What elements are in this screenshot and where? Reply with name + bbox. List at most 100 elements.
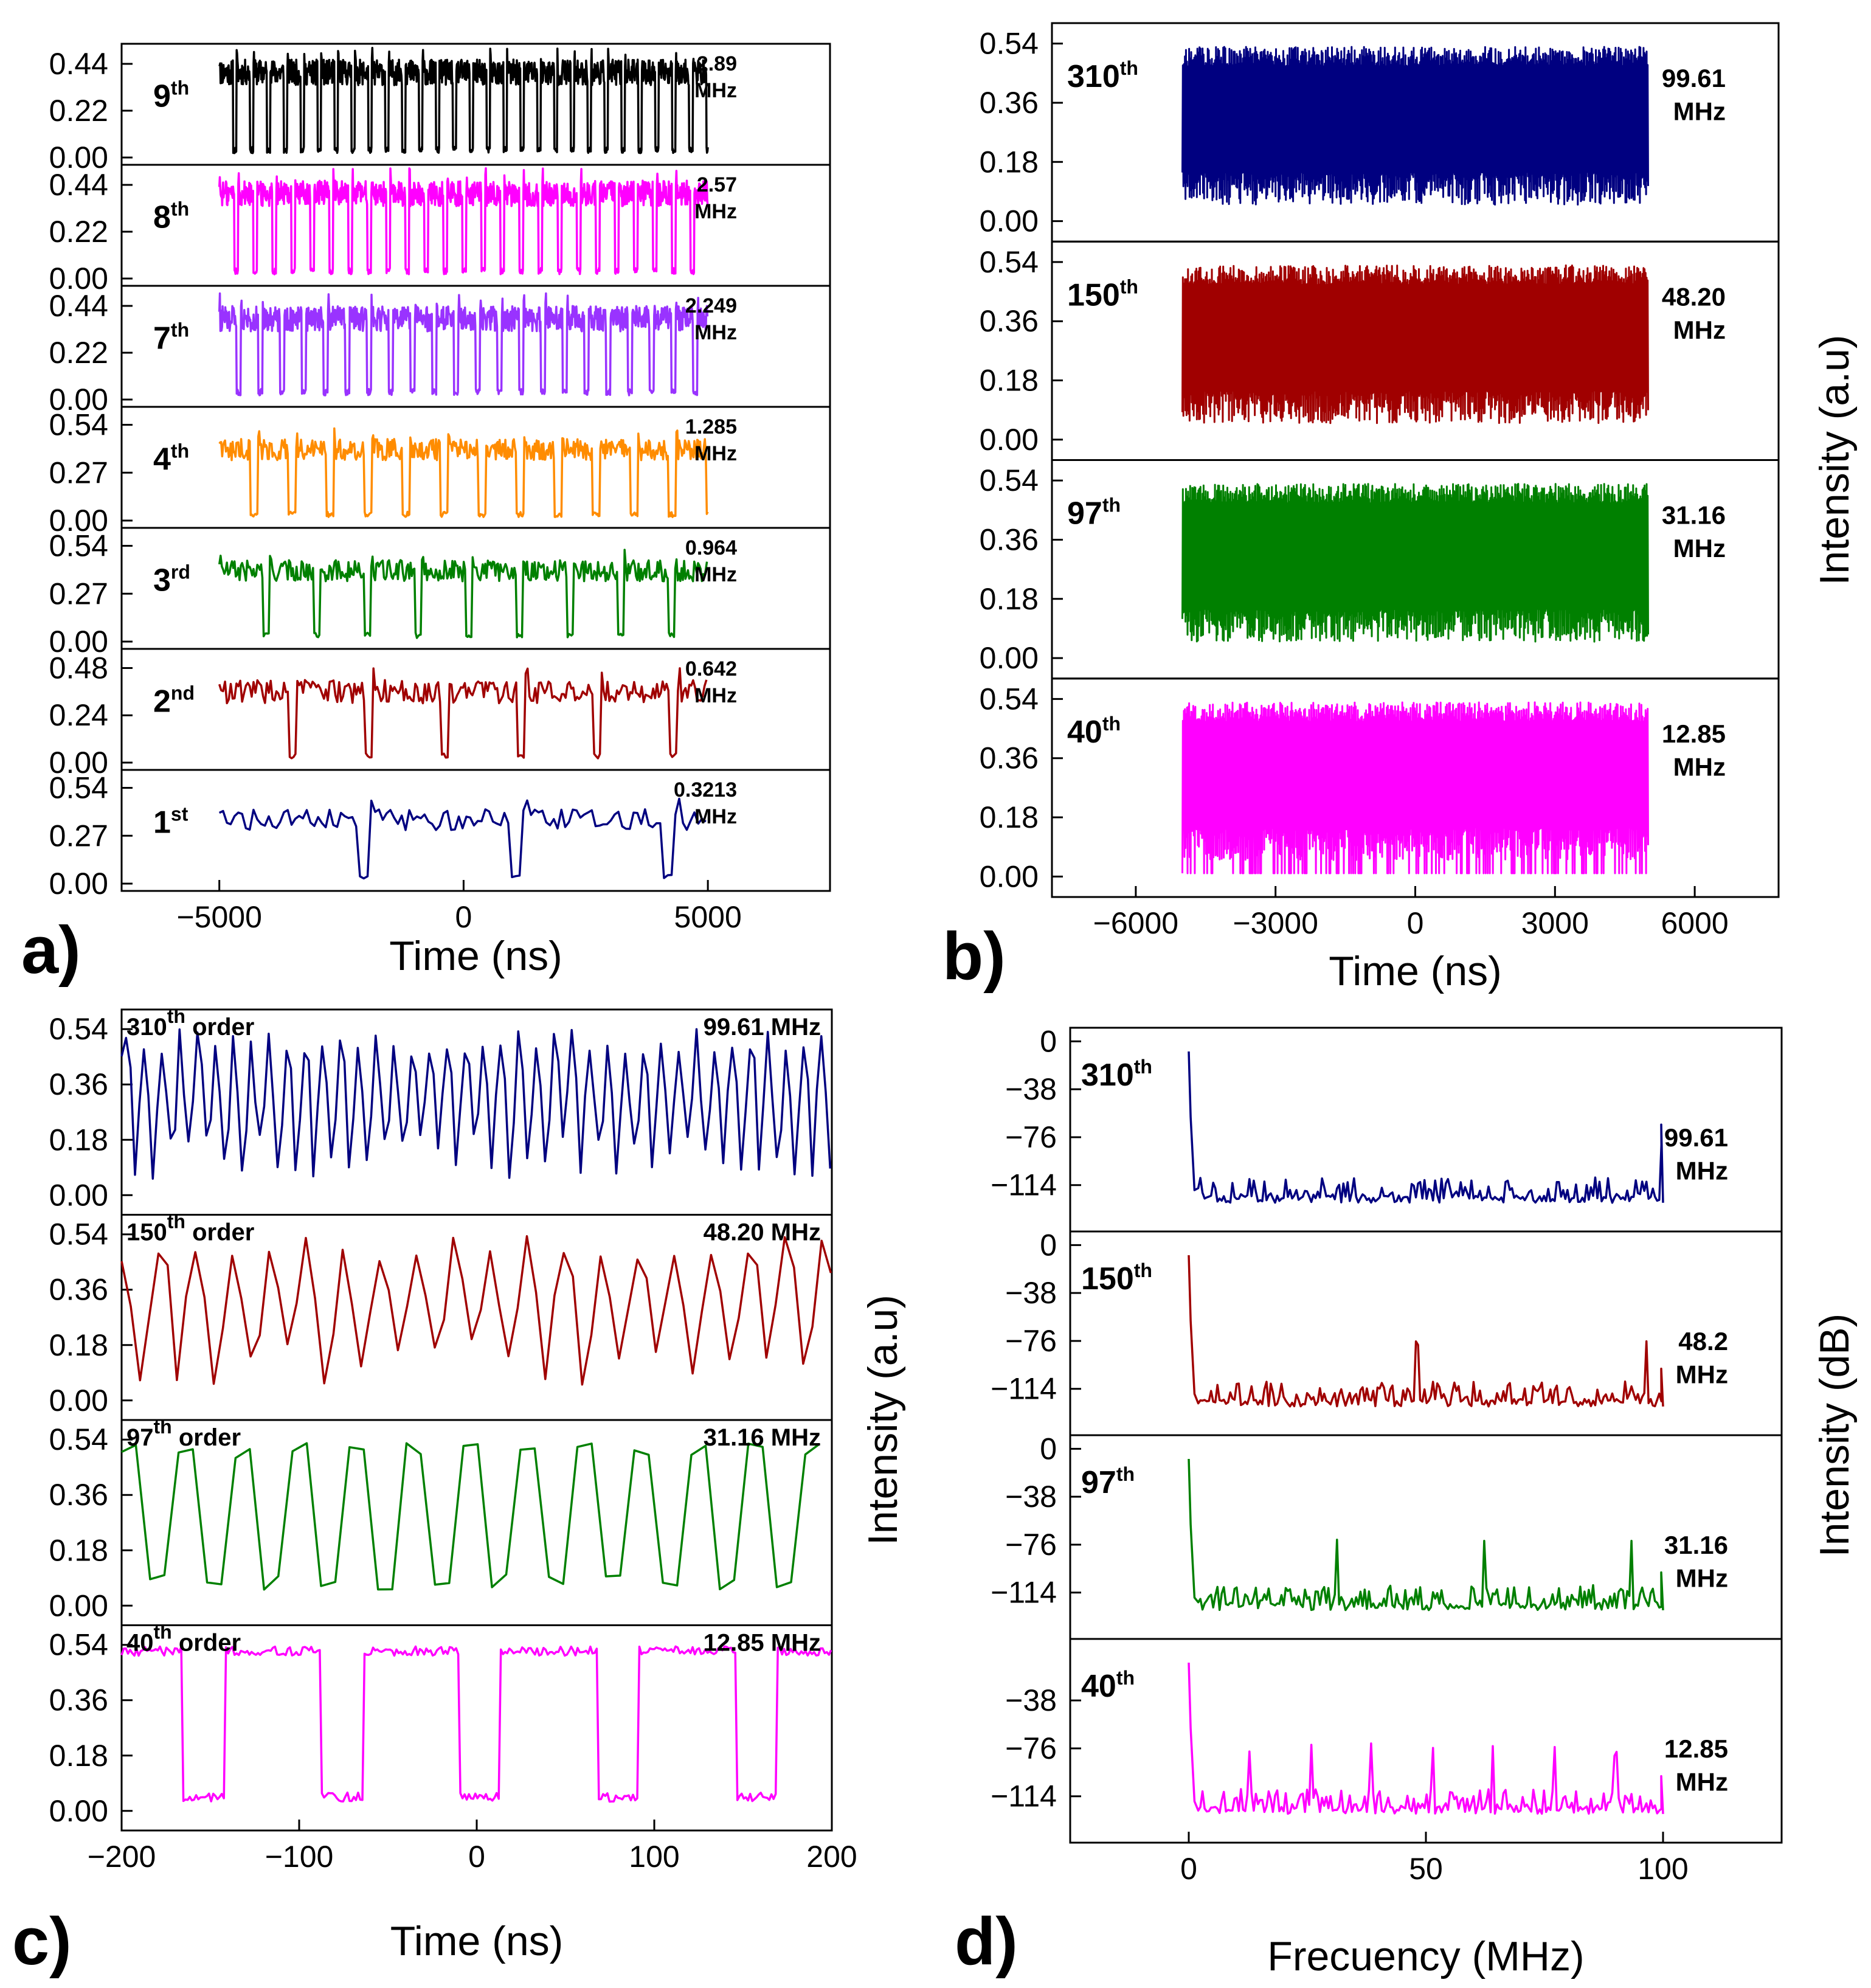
order-label: 310th (1081, 1056, 1152, 1093)
subplot-b-0: 0.54 0.36 0.18 0.00 310th 99.61 MHz (980, 22, 1780, 243)
frequency-unit: MHz (694, 79, 737, 102)
x-tick-label: 0 (1407, 906, 1424, 940)
order-suffix: nd (171, 682, 195, 704)
order-suffix: th (1102, 494, 1121, 516)
frequency-unit: MHz (1676, 1564, 1728, 1593)
y-tick-label: −38 (1005, 1683, 1057, 1717)
x-tick-label: −100 (265, 1840, 334, 1874)
order-label: 2nd (153, 682, 195, 719)
subplot-frame (120, 769, 831, 892)
y-tick-label: 0.00 (49, 261, 108, 296)
order-suffix: th (1116, 1667, 1135, 1689)
x-tick-label: 100 (629, 1840, 679, 1874)
series-line-a-0 (218, 47, 709, 154)
frequency-unit: MHz (1676, 1768, 1728, 1796)
x-tick-label: −6000 (1093, 906, 1178, 940)
frequency-unit: MHz (694, 684, 737, 707)
y-tick-label: 0.00 (49, 625, 108, 659)
subplot-a-2: 0.44 0.22 0.00 7th 2.249 MHz (49, 285, 831, 417)
y-tick-label: 0.22 (49, 336, 108, 370)
order-label: 40th (1067, 713, 1121, 750)
order-suffix: th (1116, 1463, 1135, 1485)
x-tick-label: 5000 (674, 900, 742, 934)
order-suffix: th (167, 1211, 185, 1233)
y-tick-label: 0.00 (980, 204, 1039, 238)
order-number: 150 (1067, 277, 1120, 313)
y-tick-label: 0.36 (980, 522, 1039, 556)
series-line-a-1 (218, 167, 709, 275)
order-number: 310 (1081, 1058, 1134, 1093)
y-tick-label: 0.54 (49, 1628, 108, 1662)
y-tick-label: 0 (1040, 1432, 1057, 1466)
x-axis-label: Time (ns) (1329, 948, 1502, 994)
frequency-value: 31.16 (1664, 1531, 1728, 1559)
order-number: 40 (1081, 1669, 1116, 1704)
y-tick-label: 0.00 (49, 504, 108, 538)
order-suffix: th (1120, 57, 1138, 79)
y-tick-label: 0.00 (49, 1588, 108, 1623)
order-suffix: th (1134, 1259, 1152, 1281)
order-label: 7th (153, 319, 189, 356)
series-line-c-0 (120, 1028, 832, 1180)
series-line-d-2 (1188, 1458, 1664, 1612)
y-tick-label: 0.36 (980, 86, 1039, 120)
y-tick-label: 0.36 (980, 304, 1039, 338)
y-tick-label: 0.18 (49, 1123, 108, 1157)
x-tick-label: 0 (455, 900, 472, 934)
y-tick-label: −38 (1005, 1072, 1057, 1106)
frequency-value: 48.2 (1678, 1327, 1728, 1356)
y-tick-label: 0.54 (49, 408, 108, 442)
frequency-value: 12.85 (1662, 719, 1726, 748)
frequency-label: 31.16 MHz (704, 1424, 821, 1451)
y-tick-label: 0 (1040, 1228, 1057, 1262)
frequency-unit: MHz (1673, 752, 1726, 781)
y-tick-label: 0.24 (49, 698, 108, 732)
order-number: 40 (1067, 715, 1102, 750)
frequency-value: 12.85 (1664, 1734, 1728, 1763)
order-number: 97 (126, 1424, 154, 1451)
order-label: 310th order (126, 1005, 254, 1041)
order-suffix: th (154, 1416, 172, 1438)
y-tick-label: 0.54 (49, 1012, 108, 1046)
subplot-a-3: 0.54 0.27 0.00 4th 1.285 MHz (49, 406, 831, 538)
order-suffix: th (1102, 713, 1121, 735)
frequency-label: 99.61 MHz (704, 1014, 821, 1041)
x-tick-label: −3000 (1233, 906, 1318, 940)
series-line-d-1 (1188, 1255, 1664, 1408)
y-tick-label: 0.44 (49, 168, 108, 202)
x-axis-label: Time (ns) (389, 933, 562, 979)
series-line-b-1 (1181, 264, 1649, 424)
subplot-c-1: 0.54 0.36 0.18 0.00 150th order 48.20 MHz (49, 1211, 833, 1421)
frequency-value: 2.57 (697, 173, 737, 196)
y-tick-label: 0.00 (49, 1794, 108, 1828)
subplot-d-2: 0 −38 −76 −114 97th 31.16 MHz (991, 1432, 1783, 1640)
y-tick-label: 0.00 (49, 1178, 108, 1212)
frequency-value: 0.964 (685, 536, 737, 559)
y-tick-label: 0.54 (980, 463, 1039, 497)
series-line-a-4 (218, 549, 708, 639)
series-line-c-3 (120, 1645, 832, 1803)
y-tick-label: 0.18 (980, 364, 1039, 398)
frequency-value: 99.61 (1662, 64, 1726, 92)
frequency-unit: MHz (1673, 97, 1726, 126)
x-tick-label: −200 (88, 1840, 156, 1874)
order-number: 97 (1081, 1465, 1116, 1500)
y-tick-label: −76 (1005, 1120, 1057, 1154)
y-tick-label: 0.54 (49, 1217, 108, 1252)
order-label: 310th (1067, 57, 1138, 94)
order-number: 310 (126, 1014, 167, 1041)
y-tick-label: 0 (1040, 1024, 1057, 1058)
series-line-a-2 (218, 292, 709, 397)
y-tick-label: 0.00 (49, 867, 108, 901)
y-tick-label: −38 (1005, 1276, 1057, 1310)
frequency-value: 0.642 (685, 657, 737, 681)
subplot-a-5: 0.48 0.24 0.00 2nd 0.642 MHz (49, 648, 831, 780)
y-tick-label: −114 (991, 1168, 1057, 1202)
x-tick-label: 6000 (1661, 906, 1728, 940)
order-suffix: th (154, 1621, 172, 1643)
subplot-c-3: 0.54 0.36 0.18 0.00 40th order 12.85 MHz (49, 1621, 833, 1832)
y-tick-label: 0.27 (49, 819, 108, 853)
y-tick-label: 0.00 (980, 641, 1039, 675)
order-word: order (172, 1424, 241, 1451)
